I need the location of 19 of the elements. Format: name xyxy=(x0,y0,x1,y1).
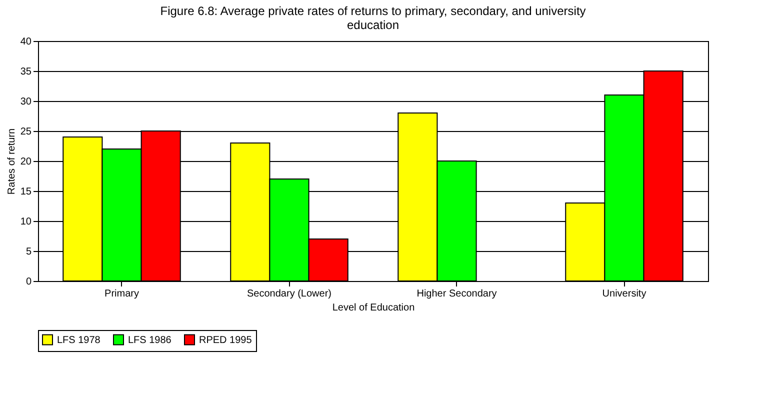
x-tick-label: University xyxy=(602,288,646,300)
x-tick-label: Primary xyxy=(104,288,139,300)
y-tick-label: 15 xyxy=(20,186,32,198)
y-tick-label: 10 xyxy=(20,216,32,228)
legend-label: LFS 1986 xyxy=(128,334,172,346)
legend-label: LFS 1978 xyxy=(57,334,101,346)
legend-label: RPED 1995 xyxy=(199,334,252,346)
x-tick-label: Secondary (Lower) xyxy=(247,288,332,300)
x-tick-label: Higher Secondary xyxy=(416,288,497,300)
x-axis-title: Level of Education xyxy=(332,302,415,314)
y-tick-label: 25 xyxy=(20,126,32,138)
y-tick-label: 5 xyxy=(26,246,32,258)
y-tick-label: 30 xyxy=(20,96,32,108)
y-tick-label: 35 xyxy=(20,66,32,78)
chart-title: Figure 6.8: Average private rates of returns to primary, secondary, and university education xyxy=(160,4,586,32)
y-tick-label: 40 xyxy=(20,36,32,48)
y-tick-label: 20 xyxy=(20,156,32,168)
y-tick-label: 0 xyxy=(26,276,32,288)
y-axis-title: Rates of return xyxy=(6,128,18,195)
